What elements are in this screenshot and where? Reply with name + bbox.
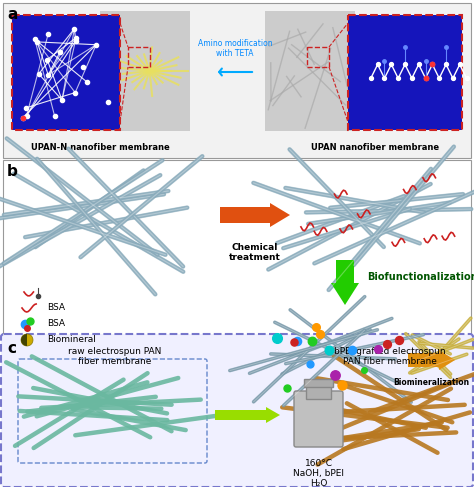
Text: a: a — [7, 7, 18, 22]
Text: Biofunctionalization: Biofunctionalization — [367, 273, 474, 282]
Bar — [307, 47, 329, 67]
Text: b: b — [7, 164, 18, 179]
Text: Biomineralization: Biomineralization — [393, 378, 470, 387]
Bar — [304, 379, 333, 387]
FancyArrow shape — [215, 407, 280, 423]
FancyBboxPatch shape — [1, 334, 473, 487]
Text: BSA: BSA — [47, 303, 65, 313]
Text: Biomineral: Biomineral — [47, 336, 96, 344]
Bar — [306, 385, 331, 399]
Text: BSA: BSA — [47, 319, 65, 329]
FancyArrow shape — [331, 260, 359, 305]
FancyArrow shape — [408, 350, 455, 370]
Text: raw electrospun PAN
fiber membrane: raw electrospun PAN fiber membrane — [68, 347, 162, 366]
Text: 160°C: 160°C — [304, 459, 332, 468]
FancyBboxPatch shape — [294, 391, 343, 447]
Text: c: c — [7, 341, 16, 356]
Bar — [12, 15, 120, 130]
Text: bPEI grafted electrospun
PAN fiber membrane: bPEI grafted electrospun PAN fiber membr… — [334, 347, 446, 366]
Circle shape — [21, 334, 33, 346]
Text: UPAN-N nanofiber membrane: UPAN-N nanofiber membrane — [31, 143, 169, 152]
FancyArrow shape — [220, 203, 290, 227]
Bar — [348, 15, 462, 130]
Bar — [100, 11, 190, 131]
Text: Amino modification
with TETA: Amino modification with TETA — [198, 38, 272, 58]
Bar — [128, 47, 150, 67]
Text: Chemical
treatment: Chemical treatment — [229, 243, 281, 262]
Bar — [3, 3, 471, 158]
Wedge shape — [21, 334, 27, 346]
Text: UPAN nanofiber membrane: UPAN nanofiber membrane — [311, 143, 439, 152]
Text: NaOH, bPEI
H₂O: NaOH, bPEI H₂O — [293, 469, 344, 487]
Bar — [3, 160, 471, 335]
Bar — [265, 11, 355, 131]
